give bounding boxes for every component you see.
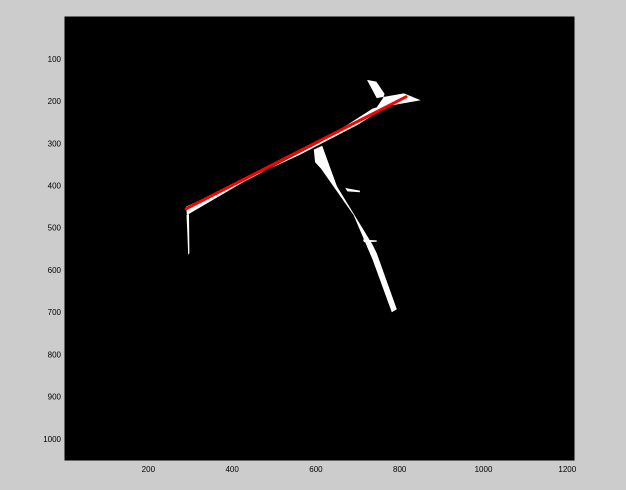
- region-upper-branch: [186, 79, 421, 216]
- x-tick-label: 400: [225, 465, 239, 474]
- y-tick-label: 200: [48, 97, 62, 106]
- image-axes[interactable]: 200 400 600 800 1000 1200 100 200 300 400 500 600 7…: [43, 16, 577, 474]
- x-tick-label: 800: [393, 465, 407, 474]
- fitted-line: [184, 95, 408, 211]
- y-tick-label: 800: [48, 350, 62, 359]
- region-twig-2: [362, 239, 377, 243]
- x-axis: 200 400 600 800 1000 1200: [142, 17, 577, 474]
- y-tick-label: 1000: [43, 435, 61, 444]
- y-tick-label: 900: [48, 393, 62, 402]
- y-tick-label: 600: [48, 266, 62, 275]
- y-tick-label: 100: [48, 55, 62, 64]
- y-tick-label: 700: [48, 308, 62, 317]
- region-twig-3: [375, 265, 382, 269]
- axes-frame: [64, 16, 575, 461]
- y-tick-label: 300: [48, 139, 62, 148]
- y-tick-label: 400: [48, 182, 62, 191]
- y-tick-label: 500: [48, 224, 62, 233]
- x-tick-label: 600: [309, 465, 323, 474]
- region-left-stub: [186, 214, 190, 255]
- y-axis: 100 200 300 400 500 600 700 800 900 1000: [43, 55, 574, 444]
- image-area: [65, 17, 574, 460]
- x-tick-label: 1000: [475, 465, 493, 474]
- fitted-line-layer: [184, 95, 408, 211]
- white-regions: [186, 79, 421, 313]
- region-lower-branch: [313, 145, 397, 313]
- x-tick-label: 200: [142, 465, 156, 474]
- x-tick-label: 1200: [558, 465, 576, 474]
- region-twig-1: [345, 188, 360, 193]
